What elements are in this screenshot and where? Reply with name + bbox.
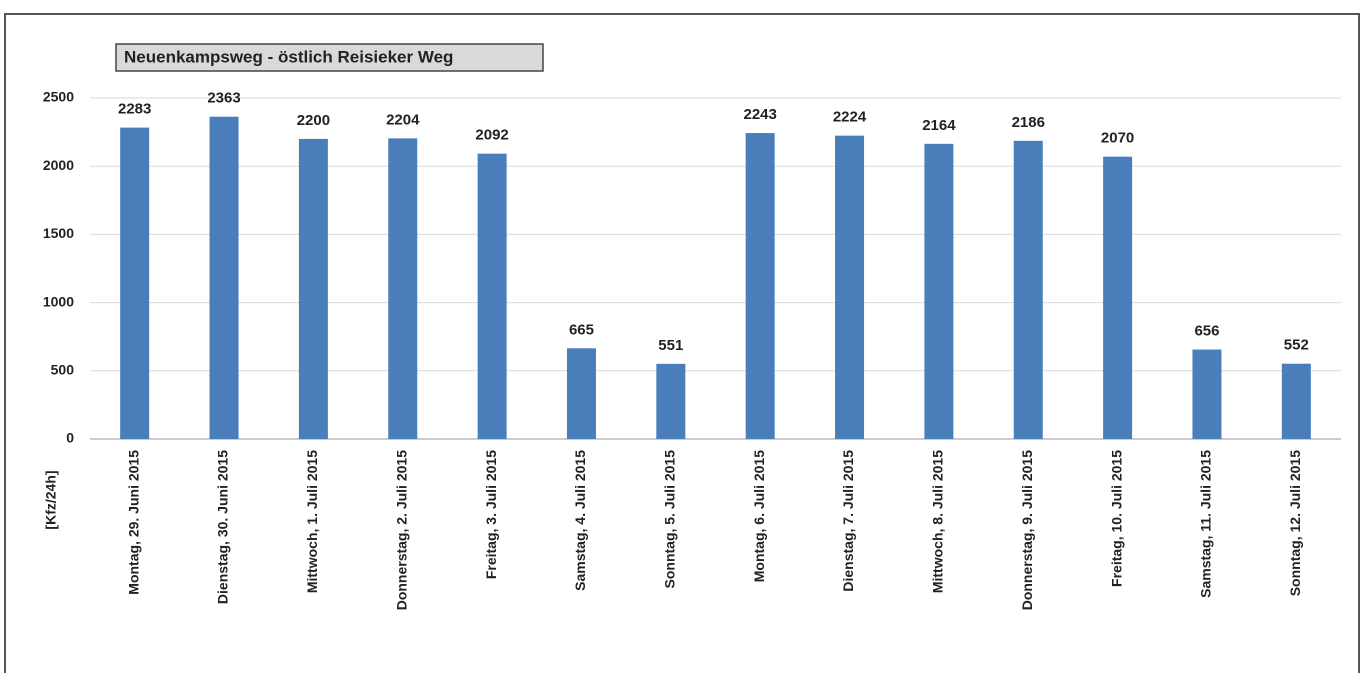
data-label: 2243 (743, 106, 776, 123)
bar (656, 363, 686, 439)
x-tick-label: Donnerstag, 2. Juli 2015 (393, 450, 409, 610)
x-tick-label: Sonntag, 12. Juli 2015 (1287, 450, 1303, 596)
y-tick-label: 500 (51, 362, 75, 378)
bar (835, 135, 865, 439)
bar (209, 116, 239, 439)
x-tick-label: Samstag, 11. Juli 2015 (1198, 450, 1214, 598)
x-tick-label: Montag, 29. Juni 2015 (125, 450, 141, 595)
bar (924, 143, 954, 440)
x-tick-label: Samstag, 4. Juli 2015 (572, 450, 588, 591)
bar (1103, 156, 1133, 440)
chart-title: Neuenkampsweg - östlich Reisieker Weg (124, 47, 453, 66)
x-tick-label: Mittwoch, 1. Juli 2015 (304, 450, 320, 593)
bar (1013, 140, 1043, 440)
bar (388, 138, 418, 440)
y-axis-label: [Kfz/24h] (43, 470, 59, 529)
y-tick-label: 2000 (43, 157, 74, 173)
data-label: 552 (1284, 337, 1309, 354)
data-label: 2200 (297, 112, 330, 129)
x-tick-label: Mittwoch, 8. Juli 2015 (930, 450, 946, 593)
y-tick-label: 2500 (43, 89, 74, 105)
x-tick-label: Dienstag, 30. Juni 2015 (215, 450, 231, 604)
x-tick-label: Sonntag, 5. Juli 2015 (662, 450, 678, 589)
bar (1281, 363, 1311, 439)
data-label: 2204 (386, 111, 420, 128)
y-tick-label: 1500 (43, 225, 74, 241)
data-label: 2224 (833, 109, 867, 126)
title-box (115, 43, 544, 72)
bar (745, 133, 775, 439)
x-tick-label: Freitag, 10. Juli 2015 (1108, 450, 1124, 587)
bar (477, 153, 507, 440)
data-label: 2363 (207, 90, 240, 107)
data-label: 2092 (475, 127, 508, 144)
x-tick-label: Montag, 6. Juli 2015 (751, 450, 767, 582)
x-tick-label: Donnerstag, 9. Juli 2015 (1019, 450, 1035, 610)
data-label: 551 (658, 337, 683, 354)
bar (1192, 349, 1222, 439)
x-tick-label: Freitag, 3. Juli 2015 (483, 450, 499, 579)
data-label: 2283 (118, 101, 151, 118)
bar (120, 127, 150, 439)
bar (566, 348, 596, 439)
data-label: 2164 (922, 117, 956, 134)
y-tick-label: 0 (66, 430, 74, 446)
data-label: 665 (569, 321, 594, 338)
bar (298, 138, 328, 440)
data-label: 2070 (1101, 130, 1134, 147)
data-label: 2186 (1012, 114, 1045, 131)
y-tick-label: 1000 (43, 293, 74, 309)
x-tick-label: Dienstag, 7. Juli 2015 (840, 450, 856, 592)
data-label: 656 (1194, 322, 1219, 339)
